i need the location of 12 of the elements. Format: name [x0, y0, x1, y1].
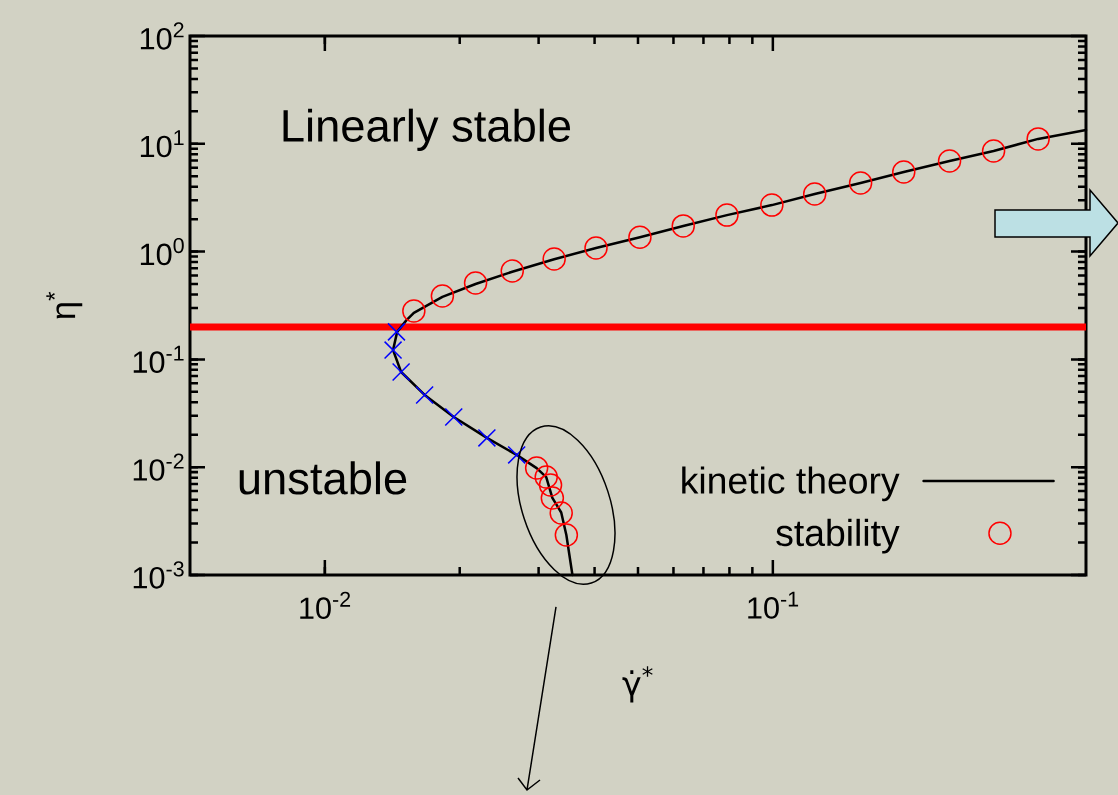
y-tick-label: 10$^{-3}$: [133, 561, 184, 589]
y-tick-label: 10$^{1}$: [140, 130, 184, 158]
y-axis-title: η$^{*}$: [46, 291, 83, 319]
x-axis-title: γ̇$^{*}$: [622, 666, 653, 703]
y-tick-label: 10$^{0}$: [140, 237, 184, 266]
y-tick-label: 10$^{-2}$: [133, 453, 184, 481]
legend-label: stability: [776, 518, 900, 554]
y-tick-label: 10$^{-1}$: [133, 345, 184, 373]
annotation: Linearly stable: [283, 108, 571, 151]
annotation: unstable: [239, 461, 407, 495]
legend-label: kinetic theory: [682, 466, 900, 502]
y-tick-label: 10$^{2}$: [140, 22, 184, 50]
